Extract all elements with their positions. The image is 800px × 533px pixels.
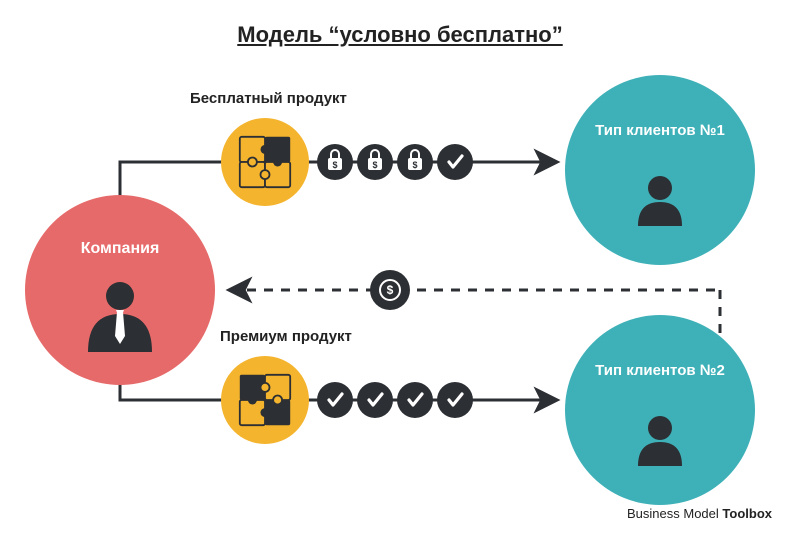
check-icon	[397, 382, 433, 418]
svg-text:$: $	[387, 283, 394, 297]
puzzle-icon	[240, 137, 290, 187]
diagram-stage: Модель “условно бесплатно”	[0, 0, 800, 533]
footer-prefix: Business Model	[627, 506, 722, 521]
lock-dollar-icon	[357, 144, 393, 180]
diagram-svg: $	[0, 0, 800, 533]
puzzle-icon	[240, 375, 290, 425]
client2-circle	[565, 315, 755, 505]
lock-dollar-icon	[397, 144, 433, 180]
footer-attribution: Business Model Toolbox	[627, 506, 772, 521]
company-label: Компания	[60, 240, 180, 258]
free-product-label: Бесплатный продукт	[190, 90, 347, 107]
premium-product-label: Премиум продукт	[220, 328, 352, 345]
client1-label: Тип клиентов №1	[565, 122, 755, 139]
check-icon	[357, 382, 393, 418]
money-return-icon: $	[370, 270, 410, 310]
check-icon	[317, 382, 353, 418]
check-icon	[437, 144, 473, 180]
footer-bold: Toolbox	[722, 506, 772, 521]
client2-label: Тип клиентов №2	[565, 362, 755, 379]
check-icon	[437, 382, 473, 418]
lock-dollar-icon	[317, 144, 353, 180]
client1-circle	[565, 75, 755, 265]
